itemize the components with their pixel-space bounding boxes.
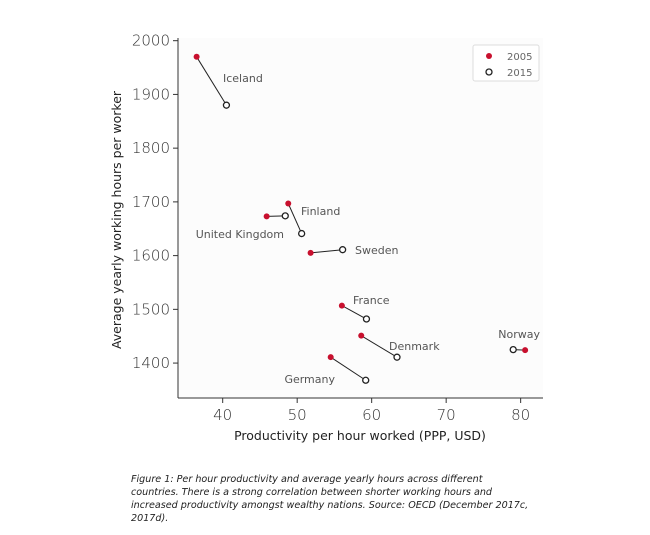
y-tick-label: 1600	[132, 247, 170, 265]
y-tick-label: 1800	[132, 139, 170, 157]
point-2005-united-kingdom	[263, 213, 270, 220]
legend: 2005 2015	[472, 44, 540, 82]
point-2005-denmark	[358, 332, 365, 339]
x-tick-label: 60	[362, 406, 381, 424]
x-axis-title: Productivity per hour worked (PPP, USD)	[234, 428, 486, 443]
label-denmark: Denmark	[389, 340, 440, 353]
figure-caption: Figure 1: Per hour productivity and aver…	[131, 474, 529, 524]
point-2015-united-kingdom	[281, 212, 289, 220]
point-2015-norway	[509, 345, 517, 354]
label-france: France	[353, 294, 390, 307]
legend-label-2005: 2005	[507, 52, 532, 63]
label-iceland: Iceland	[223, 72, 263, 85]
label-sweden: Sweden	[355, 244, 398, 257]
y-tick-label: 2000	[132, 32, 170, 50]
label-finland: Finland	[301, 205, 340, 218]
point-2015-sweden	[338, 246, 347, 254]
connector-sweden	[310, 249, 343, 254]
country-labels: Iceland Finland United Kingdom Sweden France…	[196, 72, 541, 386]
point-2005-germany	[327, 354, 334, 361]
legend-marker-2005	[486, 53, 492, 59]
x-tick-label: 50	[288, 406, 307, 424]
connector-iceland	[196, 56, 227, 106]
point-2005-sweden	[307, 249, 314, 256]
point-2005-iceland	[193, 53, 200, 60]
connector-denmark	[360, 335, 398, 358]
legend-marker-2015	[485, 68, 493, 76]
point-2015-germany	[362, 376, 370, 384]
label-norway: Norway	[498, 328, 540, 341]
x-tick-label: 80	[511, 406, 530, 424]
legend-label-2015: 2015	[507, 68, 532, 79]
data-markers	[193, 53, 529, 384]
x-tick-label: 70	[437, 406, 456, 424]
y-ticks: 1400 1500 1600 1700 1800 1900 2000	[132, 32, 178, 372]
point-2005-france	[338, 302, 345, 309]
point-2005-norway	[522, 347, 529, 354]
point-2015-finland	[298, 229, 306, 238]
y-tick-label: 1700	[132, 193, 170, 211]
connector-france	[341, 305, 367, 320]
x-ticks: 40 50 60 70 80	[213, 398, 530, 424]
label-germany: Germany	[284, 373, 335, 386]
point-2005-finland	[285, 200, 292, 207]
y-tick-label: 1900	[132, 85, 170, 103]
point-2015-france	[362, 315, 371, 323]
connector-germany	[330, 356, 366, 381]
label-united-kingdom: United Kingdom	[196, 228, 284, 241]
x-tick-label: 40	[213, 406, 232, 424]
scatter-chart: 40 50 60 70 80 1400150016001700180019002000 …	[109, 32, 543, 443]
point-2015-denmark	[393, 353, 401, 361]
point-2015-iceland	[222, 101, 231, 109]
y-axis-title: Average yearly working hours per worker	[109, 90, 124, 349]
connector-finland	[287, 203, 303, 234]
y-tick-label: 1400	[132, 354, 170, 372]
plot-area	[178, 38, 543, 398]
y-tick-label: 1500	[132, 300, 170, 318]
